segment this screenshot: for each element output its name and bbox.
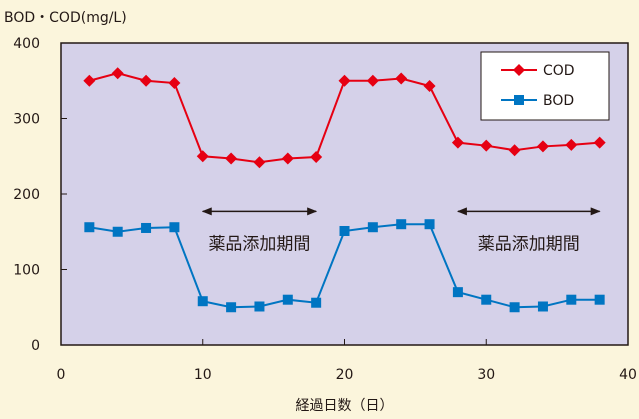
bod-point <box>169 222 180 233</box>
bod-point <box>396 219 407 230</box>
cod-point <box>593 136 606 149</box>
y-axis-title: BOD・COD(mg/L) <box>4 10 127 26</box>
bod-point <box>254 301 265 312</box>
annotations: 薬品添加期間 薬品添加期間 <box>201 207 601 254</box>
bod-point <box>509 302 520 313</box>
series-layer <box>83 67 606 313</box>
x-tick-label: 0 <box>57 367 66 383</box>
x-axis-title: 経過日数（日） <box>296 398 394 414</box>
cod-point <box>310 151 323 164</box>
y-tick-label: 300 <box>13 112 40 128</box>
cod-point <box>338 74 351 87</box>
bod-point <box>112 226 123 237</box>
cod-point <box>281 152 294 165</box>
cod-point <box>451 136 464 149</box>
legend-box <box>480 51 610 121</box>
bod-series <box>84 219 605 313</box>
x-tick-label: 20 <box>336 367 354 383</box>
y-tick-label: 100 <box>13 263 40 279</box>
legend-bod-marker <box>514 95 524 105</box>
legend-bod-label: BOD <box>543 93 574 109</box>
x-tick-label: 10 <box>194 367 212 383</box>
cod-point <box>480 139 493 152</box>
cod-point <box>565 138 578 151</box>
cod-point <box>366 74 379 87</box>
cod-point <box>253 156 266 169</box>
bod-point <box>537 301 548 312</box>
bod-point <box>84 222 95 233</box>
cod-series <box>83 67 606 169</box>
cod-point <box>536 140 549 153</box>
legend: COD BOD <box>480 51 610 121</box>
cod-point <box>395 72 408 85</box>
bod-point <box>424 219 435 230</box>
bod-point <box>311 297 322 308</box>
bod-point <box>282 294 293 305</box>
y-tick-label: 200 <box>13 187 40 203</box>
bod-point <box>367 222 378 233</box>
cod-point <box>423 80 436 93</box>
cod-point <box>508 144 521 157</box>
y-tick-label: 400 <box>13 36 40 52</box>
legend-cod-marker <box>513 64 525 76</box>
cod-point <box>140 74 153 87</box>
cod-point <box>168 77 181 90</box>
period-label: 薬品添加期間 <box>208 234 310 254</box>
bod-point <box>339 225 350 236</box>
legend-cod-label: COD <box>543 63 575 79</box>
bod-point <box>197 296 208 307</box>
cod-point <box>83 74 96 87</box>
x-tick-label: 40 <box>619 367 637 383</box>
bod-point <box>481 294 492 305</box>
bod-point <box>566 294 577 305</box>
bod-point <box>594 294 605 305</box>
x-tick-label: 30 <box>477 367 495 383</box>
bod-point <box>452 287 463 298</box>
cod-point <box>225 152 238 165</box>
period-label: 薬品添加期間 <box>478 234 580 254</box>
cod-point <box>196 150 209 163</box>
y-tick-label: 0 <box>31 338 40 354</box>
cod-point <box>111 67 124 80</box>
bod-point <box>141 222 152 233</box>
axes: 0 100 200 300 400 0 10 20 30 40 <box>13 36 637 383</box>
bod-point <box>226 302 237 313</box>
